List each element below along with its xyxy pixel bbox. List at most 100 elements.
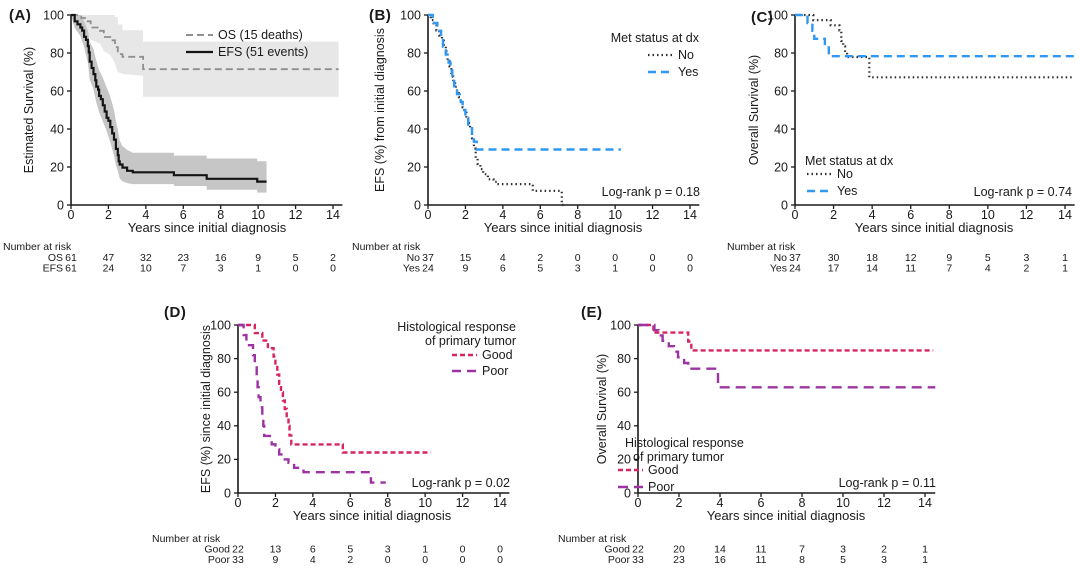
panel-a-risk-value: 24 — [103, 263, 115, 275]
panel-a-risk-value: 16 — [215, 252, 227, 264]
panel-b-x-tick-label: 2 — [462, 208, 469, 222]
panel-c-risk-value: 18 — [866, 252, 878, 264]
panel-a-x-tick-label: 2 — [105, 208, 112, 222]
panel-c-legend-label-no: No — [837, 167, 853, 181]
panel-d-logrank-p: Log-rank p = 0.02 — [411, 476, 510, 490]
panel-a-legend-label-efs-51-events-: EFS (51 events) — [218, 45, 308, 59]
panel-c-risk-value: 4 — [985, 263, 991, 275]
panel-e-risk-value: 1 — [922, 544, 928, 556]
panel-c-y-tick-label: 100 — [767, 8, 788, 22]
panel-a-risk-value: 9 — [255, 252, 261, 264]
panel-c-risk-value: 11 — [905, 263, 916, 275]
panel-c-x-tick-label: 2 — [830, 208, 837, 222]
panel-e-x-tick-label: 14 — [918, 496, 932, 510]
panel-d-risk-value: 13 — [270, 544, 282, 556]
panel-b-y-tick-label: 40 — [407, 122, 421, 136]
panel-e-x-tick-label: 12 — [877, 496, 891, 510]
panel-b-xlabel: Years since initial diagnosis — [483, 220, 643, 235]
panel-d-label: (D) — [164, 304, 187, 321]
panel-e-legend-title2: of primary tumor — [633, 450, 724, 464]
panel-a-risk-value: 2 — [330, 252, 336, 264]
panel-a-risk-value: 32 — [140, 252, 152, 264]
panel-b-risk-value: 0 — [650, 263, 656, 275]
panel-d-xlabel: Years since initial diagnosis — [292, 508, 452, 523]
panel-a-risk-value: 23 — [177, 252, 189, 264]
panel-a-y-tick-label: 40 — [50, 122, 64, 136]
panel-a-risk-value: 10 — [140, 263, 152, 275]
panel-c-risk-value: 17 — [828, 263, 840, 275]
panel-a-x-tick-label: 12 — [289, 208, 303, 222]
panel-c-risk-title: Number at risk — [727, 241, 796, 253]
panel-d-x-tick-label: 6 — [347, 496, 354, 510]
panel-a-y-tick-label: 80 — [50, 46, 64, 60]
panel-e-x-tick-label: 6 — [758, 496, 765, 510]
panel-c-risk-value: 7 — [946, 263, 952, 275]
panel-c-risk-value: 14 — [866, 263, 878, 275]
panel-a-risk-value: 61 — [65, 263, 77, 275]
panel-c-x-tick-label: 4 — [869, 208, 876, 222]
panel-e-legend-title: Histological response — [625, 436, 744, 450]
panel-d-y-tick-label: 60 — [217, 386, 231, 400]
panel-d-risk-title: Number at risk — [152, 533, 221, 545]
panel-b-risk-value: 5 — [537, 263, 543, 275]
panel-a-label: (A) — [9, 7, 32, 24]
panel-b-y-tick-label: 20 — [407, 160, 421, 174]
panel-a-xlabel: Years since initial diagnosis — [127, 220, 287, 235]
panel-b-label: (B) — [369, 7, 392, 24]
panel-e-risk-row-label: Good — [604, 544, 630, 556]
panel-c-y-tick-label: 60 — [774, 84, 788, 98]
panel-d-y-tick-label: 100 — [210, 318, 231, 332]
panel-e-xlabel: Years since initial diagnosis — [706, 508, 866, 523]
panel-b-risk-value: 3 — [575, 263, 581, 275]
panel-e-risk-value: 8 — [799, 554, 805, 566]
panel-e-x-tick-label: 2 — [676, 496, 683, 510]
panel-a-x-tick-label: 14 — [326, 208, 340, 222]
panel-b-y-tick-label: 100 — [400, 8, 421, 22]
panel-c-y-tick-label: 0 — [781, 198, 788, 212]
panel-a-band-efs-51-events- — [71, 15, 267, 193]
panel-a-risk-value: 0 — [330, 263, 336, 275]
panel-d-risk-value: 9 — [273, 554, 279, 566]
panel-b-risk-value: 1 — [612, 263, 618, 275]
panel-c-risk-value: 1 — [1062, 252, 1068, 264]
panel-c-y-tick-label: 80 — [774, 46, 788, 60]
panel-a-risk-row-label: EFS — [43, 263, 63, 275]
panel-e-risk-value: 2 — [881, 544, 887, 556]
panel-c-risk-value: 24 — [789, 263, 801, 275]
panel-e-y-tick-label: 100 — [610, 318, 631, 332]
panel-c-x-tick-label: 8 — [946, 208, 953, 222]
panel-d-x-tick-label: 10 — [418, 496, 432, 510]
panel-b-risk-value: 24 — [422, 263, 434, 275]
panel-e-risk-value: 11 — [756, 544, 767, 556]
panel-e-x-tick-label: 8 — [799, 496, 806, 510]
panel-b-risk-value: 0 — [575, 252, 581, 264]
panel-e-risk-row-label: Poor — [608, 554, 631, 566]
panel-d-legend-label-good: Good — [482, 348, 513, 362]
panel-e-risk-value: 1 — [922, 554, 928, 566]
panel-b-x-tick-label: 12 — [646, 208, 660, 222]
panel-d-curve-poor — [238, 323, 386, 484]
panel-e-legend-label-poor: Poor — [648, 480, 674, 494]
panel-a-ylabel: Estimated Survival (%) — [22, 46, 36, 174]
panel-a-x-tick-label: 0 — [68, 208, 75, 222]
panel-d-x-tick-label: 14 — [493, 496, 507, 510]
panel-d-risk-row-label: Poor — [208, 554, 231, 566]
panel-a-curve-os-15-deaths- — [71, 14, 339, 71]
panel-b-risk-value: 0 — [612, 252, 618, 264]
panel-b-x-tick-label: 14 — [683, 208, 697, 222]
panel-b-legend-title: Met status at dx — [611, 31, 700, 45]
panel-c-x-tick-label: 6 — [907, 208, 914, 222]
panel-b-x-tick-label: 6 — [537, 208, 544, 222]
panel-a-risk-value: 7 — [180, 263, 186, 275]
panel-b-legend-label-yes: Yes — [678, 65, 698, 79]
panel-b-risk-row-label: Yes — [403, 263, 420, 275]
panel-e-y-tick-label: 60 — [617, 386, 631, 400]
panel-a-y-tick-label: 20 — [50, 160, 64, 174]
panel-a-x-tick-label: 6 — [180, 208, 187, 222]
panel-c-x-tick-label: 10 — [981, 208, 995, 222]
panel-e-risk-value: 11 — [756, 554, 767, 566]
panel-c-risk-value: 1 — [1062, 263, 1068, 275]
panel-e-logrank-p: Log-rank p = 0.11 — [838, 476, 936, 490]
